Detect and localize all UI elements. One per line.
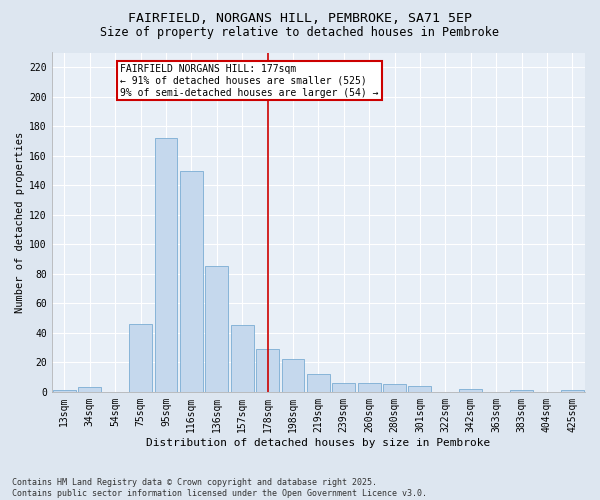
Bar xyxy=(459,389,482,392)
Bar xyxy=(155,138,178,392)
Bar xyxy=(129,324,152,392)
Bar xyxy=(358,383,380,392)
Bar xyxy=(281,360,304,392)
Y-axis label: Number of detached properties: Number of detached properties xyxy=(15,132,25,313)
Bar xyxy=(79,388,101,392)
Text: FAIRFIELD, NORGANS HILL, PEMBROKE, SA71 5EP: FAIRFIELD, NORGANS HILL, PEMBROKE, SA71 … xyxy=(128,12,472,26)
Bar xyxy=(231,326,254,392)
Bar xyxy=(53,390,76,392)
Bar xyxy=(180,170,203,392)
Bar xyxy=(409,386,431,392)
X-axis label: Distribution of detached houses by size in Pembroke: Distribution of detached houses by size … xyxy=(146,438,490,448)
Text: Contains HM Land Registry data © Crown copyright and database right 2025.
Contai: Contains HM Land Registry data © Crown c… xyxy=(12,478,427,498)
Bar xyxy=(383,384,406,392)
Bar xyxy=(205,266,228,392)
Bar xyxy=(510,390,533,392)
Text: Size of property relative to detached houses in Pembroke: Size of property relative to detached ho… xyxy=(101,26,499,39)
Bar xyxy=(307,374,330,392)
Bar xyxy=(332,383,355,392)
Bar xyxy=(256,349,279,392)
Text: FAIRFIELD NORGANS HILL: 177sqm
← 91% of detached houses are smaller (525)
9% of : FAIRFIELD NORGANS HILL: 177sqm ← 91% of … xyxy=(120,64,379,98)
Bar xyxy=(561,390,584,392)
